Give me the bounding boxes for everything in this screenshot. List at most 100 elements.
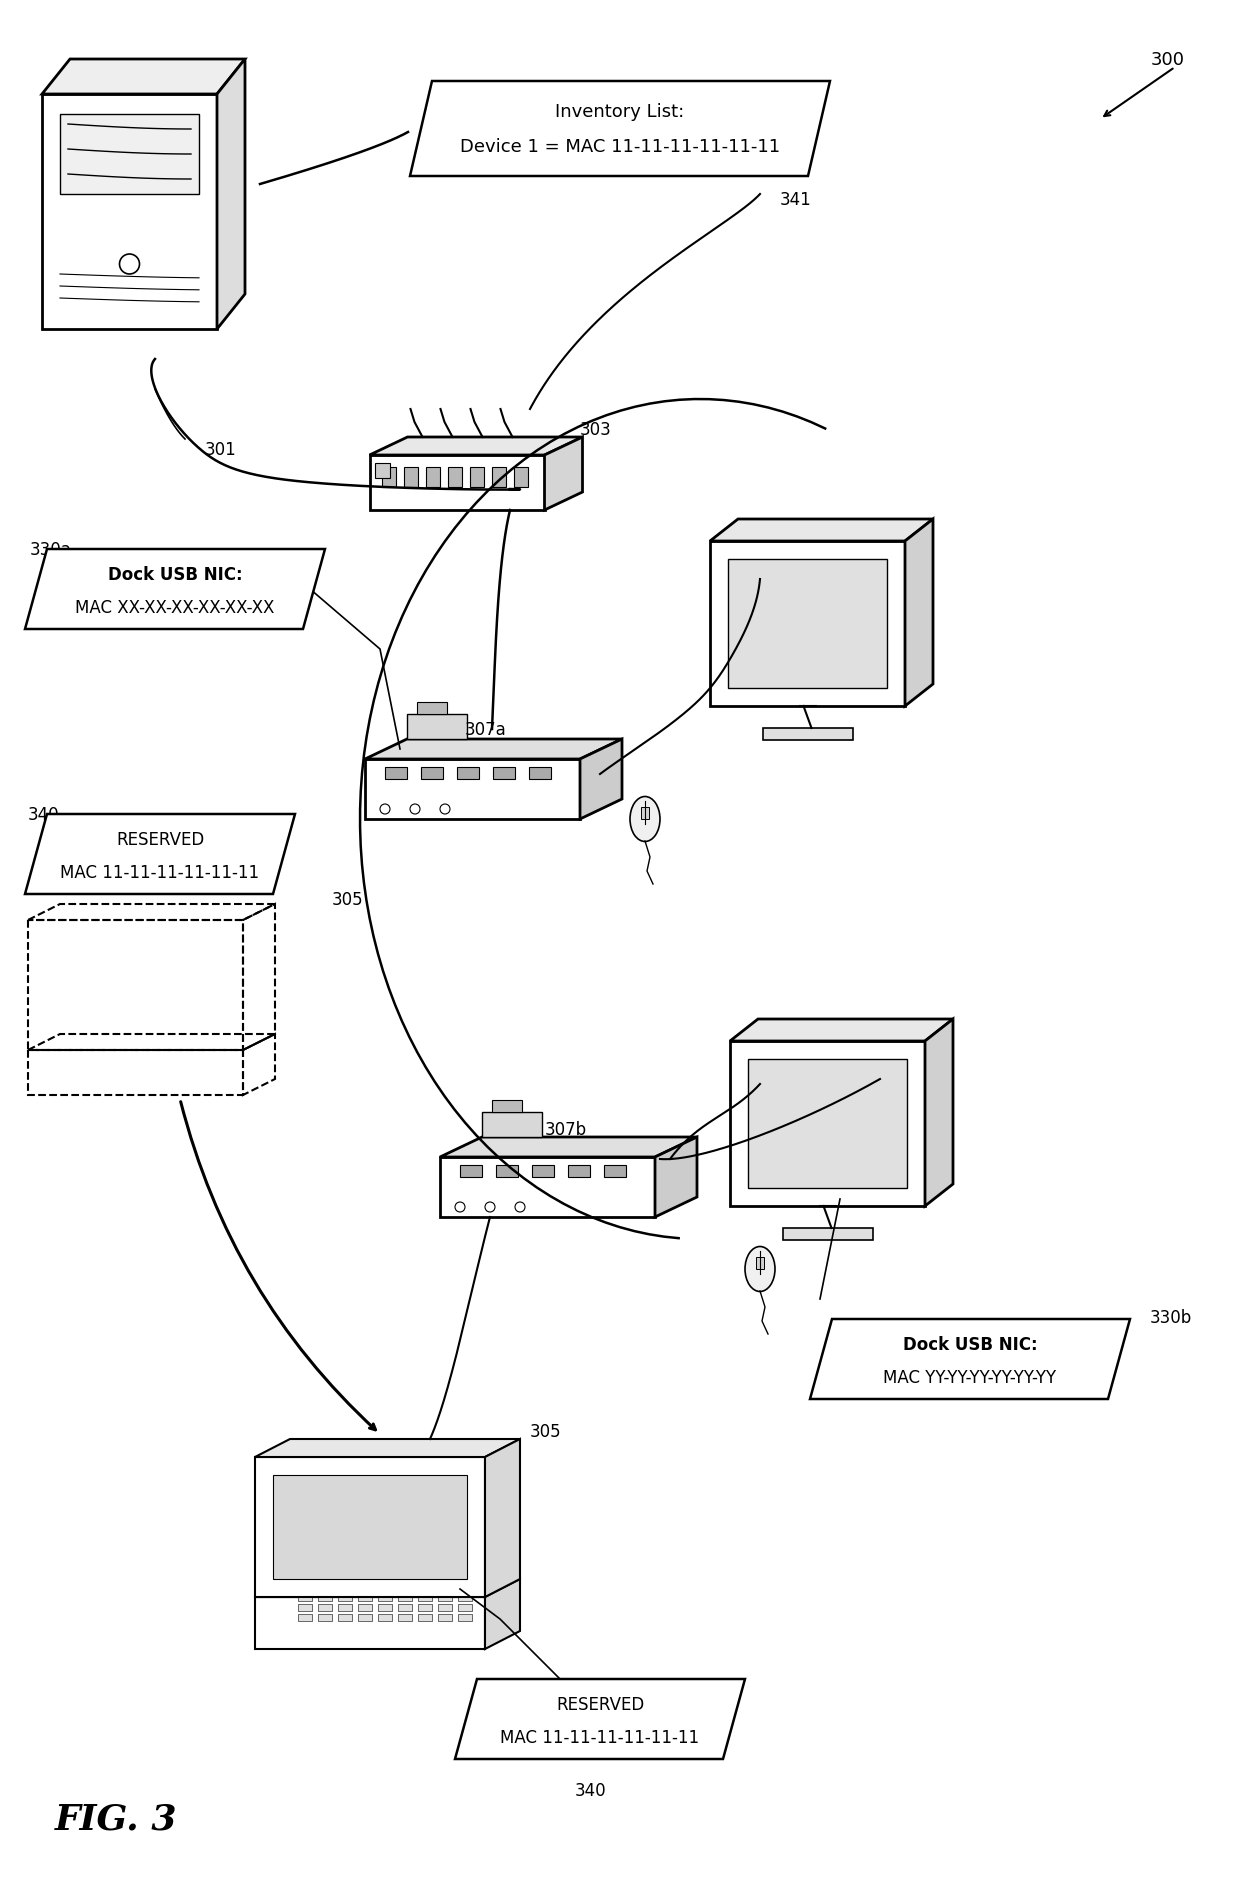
Bar <box>438 1604 453 1611</box>
Ellipse shape <box>630 797 660 842</box>
Polygon shape <box>492 1101 522 1113</box>
Bar <box>339 1613 352 1621</box>
Bar <box>403 468 418 487</box>
Bar <box>378 1594 392 1602</box>
Bar <box>418 1604 432 1611</box>
Polygon shape <box>711 542 905 706</box>
Bar <box>458 1594 472 1602</box>
Polygon shape <box>370 455 544 510</box>
Text: 305: 305 <box>332 890 363 909</box>
Bar <box>604 1166 626 1177</box>
Bar <box>458 1613 472 1621</box>
Bar <box>641 808 649 820</box>
Circle shape <box>455 1203 465 1213</box>
Bar <box>358 1585 372 1591</box>
Bar <box>448 468 461 487</box>
Bar <box>317 1604 332 1611</box>
Text: Inventory List:: Inventory List: <box>556 102 684 121</box>
Polygon shape <box>410 81 830 178</box>
Polygon shape <box>273 1475 467 1579</box>
Polygon shape <box>440 1137 697 1158</box>
Circle shape <box>410 805 420 814</box>
Bar <box>756 1258 764 1269</box>
Polygon shape <box>544 438 583 510</box>
Text: 300: 300 <box>1151 51 1185 70</box>
Text: 340: 340 <box>574 1781 606 1798</box>
Bar <box>384 767 407 780</box>
Circle shape <box>515 1203 525 1213</box>
Text: MAC XX-XX-XX-XX-XX-XX: MAC XX-XX-XX-XX-XX-XX <box>76 599 275 616</box>
Bar <box>298 1604 312 1611</box>
Bar <box>317 1585 332 1591</box>
Bar <box>422 767 443 780</box>
Text: MAC 11-11-11-11-11-11: MAC 11-11-11-11-11-11 <box>501 1728 699 1745</box>
Bar <box>398 1613 412 1621</box>
Polygon shape <box>365 759 580 820</box>
Bar <box>763 729 853 740</box>
Bar <box>378 1613 392 1621</box>
Circle shape <box>440 805 450 814</box>
Text: 305: 305 <box>529 1422 562 1439</box>
Text: 301: 301 <box>205 440 237 459</box>
Bar <box>398 1594 412 1602</box>
Circle shape <box>485 1203 495 1213</box>
Text: 303: 303 <box>580 421 611 438</box>
Polygon shape <box>255 1598 485 1649</box>
Text: FIG. 3: FIG. 3 <box>55 1802 177 1836</box>
Polygon shape <box>728 559 887 689</box>
Polygon shape <box>42 60 246 94</box>
Bar <box>298 1613 312 1621</box>
Polygon shape <box>417 703 446 714</box>
Bar <box>339 1594 352 1602</box>
Text: MAC 11-11-11-11-11-11: MAC 11-11-11-11-11-11 <box>61 863 259 882</box>
Polygon shape <box>440 1158 655 1217</box>
Text: 341: 341 <box>780 191 812 210</box>
Bar <box>438 1594 453 1602</box>
Text: Dock USB NIC:: Dock USB NIC: <box>108 565 242 584</box>
Polygon shape <box>655 1137 697 1217</box>
Polygon shape <box>407 714 467 740</box>
Polygon shape <box>217 60 246 331</box>
Bar <box>529 767 551 780</box>
Bar <box>398 1604 412 1611</box>
Polygon shape <box>255 1439 520 1456</box>
Text: 340: 340 <box>29 805 60 824</box>
Polygon shape <box>810 1319 1130 1400</box>
Bar <box>339 1604 352 1611</box>
Ellipse shape <box>745 1247 775 1292</box>
Polygon shape <box>482 1113 542 1137</box>
Bar <box>298 1585 312 1591</box>
Polygon shape <box>370 438 583 455</box>
Bar <box>438 1613 453 1621</box>
Polygon shape <box>485 1439 520 1598</box>
Bar <box>378 1585 392 1591</box>
Polygon shape <box>580 740 622 820</box>
Polygon shape <box>748 1060 906 1188</box>
Text: RESERVED: RESERVED <box>556 1694 644 1713</box>
Bar <box>460 1166 482 1177</box>
Polygon shape <box>905 519 932 706</box>
Bar <box>532 1166 554 1177</box>
Bar <box>60 115 198 195</box>
Polygon shape <box>255 1579 520 1598</box>
Text: 307a: 307a <box>465 720 507 739</box>
Polygon shape <box>25 550 325 629</box>
Text: 330b: 330b <box>1149 1309 1192 1326</box>
Bar <box>339 1585 352 1591</box>
Polygon shape <box>730 1020 954 1041</box>
Text: 307b: 307b <box>546 1120 587 1139</box>
Bar <box>317 1613 332 1621</box>
Bar <box>458 767 479 780</box>
Circle shape <box>119 255 139 276</box>
Bar <box>458 1585 472 1591</box>
Polygon shape <box>730 1041 925 1207</box>
Circle shape <box>379 805 391 814</box>
Bar <box>496 1166 518 1177</box>
Bar <box>568 1166 590 1177</box>
Polygon shape <box>255 1456 485 1598</box>
Text: Device 1 = MAC 11-11-11-11-11-11: Device 1 = MAC 11-11-11-11-11-11 <box>460 138 780 157</box>
Polygon shape <box>485 1579 520 1649</box>
Bar <box>358 1613 372 1621</box>
Polygon shape <box>925 1020 954 1207</box>
Bar <box>398 1585 412 1591</box>
